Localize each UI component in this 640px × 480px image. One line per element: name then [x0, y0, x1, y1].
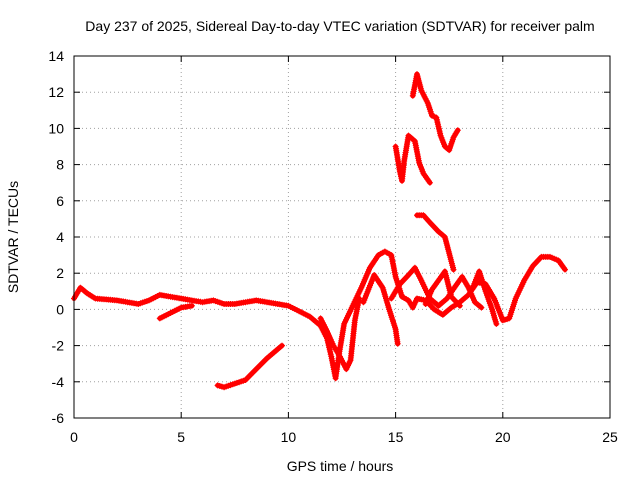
series-spike-trace-a	[317, 295, 363, 373]
series-low-trace	[156, 302, 195, 322]
data-point-marker	[279, 342, 285, 349]
y-tick-label: 0	[56, 301, 64, 317]
x-tick-label: 5	[177, 429, 185, 445]
series-layer	[71, 71, 568, 391]
y-tick-label: 12	[48, 84, 64, 100]
y-axis-label: SDTVAR / TECUs	[5, 181, 21, 293]
x-tick-label: 15	[388, 429, 404, 445]
series-high-trace-a	[392, 132, 433, 186]
series-tail-trace	[414, 212, 457, 273]
series-dip-trace	[214, 342, 285, 391]
plot-frame	[73, 55, 611, 419]
y-tick-label: -6	[52, 410, 65, 426]
x-tick-label: 10	[281, 429, 297, 445]
y-tick-label: 2	[56, 265, 64, 281]
y-tick-label: -2	[52, 338, 65, 354]
y-tick-label: 10	[48, 120, 64, 136]
series-late-trace	[469, 268, 500, 327]
y-tick-label: 6	[56, 193, 64, 209]
data-point-marker	[493, 320, 500, 327]
y-tick-label: 14	[48, 48, 64, 64]
data-point-marker	[394, 340, 401, 347]
series-high-trace-b	[409, 71, 461, 154]
data-point-marker	[456, 302, 463, 309]
data-point-marker	[454, 127, 461, 134]
x-tick-label: 20	[495, 429, 511, 445]
series-main-trace	[71, 248, 568, 382]
data-point-marker	[562, 266, 568, 273]
x-axis-label: GPS time / hours	[287, 458, 394, 474]
chart-title: Day 237 of 2025, Sidereal Day-to-day VTE…	[85, 18, 594, 34]
data-point-marker	[356, 295, 363, 302]
data-point-marker	[188, 302, 195, 309]
y-tick-label: 8	[56, 157, 64, 173]
series-band	[414, 212, 456, 273]
x-tick-label: 0	[70, 429, 78, 445]
data-point-marker	[426, 179, 433, 186]
data-point-marker	[450, 266, 457, 273]
data-point-marker	[478, 304, 485, 311]
y-tick-label: 4	[56, 229, 64, 245]
series-loop-trace-c	[422, 268, 463, 309]
series-loop-trace-a	[360, 272, 401, 347]
tick-layer: 0 5 10 15 20 25 -6 -4 -2 0 2 4 6 8 10 12 14	[48, 48, 618, 445]
x-tick-label: 25	[602, 429, 618, 445]
y-tick-label: -4	[52, 374, 65, 390]
